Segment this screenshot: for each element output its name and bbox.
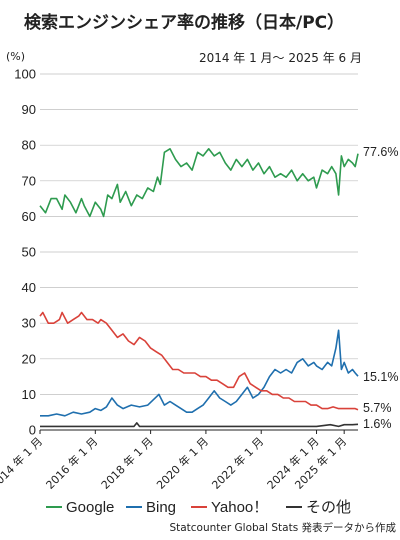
end-label-3: 1.6%	[363, 417, 392, 431]
legend: Google Bing Yahoo！ その他	[46, 499, 351, 516]
series-line-0	[39, 148, 359, 218]
y-tick-label-80: 80	[22, 138, 36, 153]
legend-label-2: Yahoo！	[211, 499, 268, 516]
legend-label-3: その他	[306, 499, 351, 516]
source-note: Statcounter Global Stats 発表データから作成	[169, 521, 396, 534]
end-label-0: 77.6%	[363, 145, 398, 159]
y-tick-label-0: 0	[29, 423, 36, 438]
series-line-1	[40, 329, 359, 417]
y-tick-label-100: 100	[14, 67, 36, 82]
end-label-2: 5.7%	[363, 401, 392, 415]
y-tick-label-50: 50	[22, 245, 36, 260]
gridlines	[40, 73, 358, 395]
chart-subtitle: 2014 年 1 月〜 2025 年 6 月	[199, 51, 362, 65]
y-axis-unit-label: (%)	[6, 50, 25, 63]
x-tick-label-1: 2016 年 1 月	[43, 434, 101, 492]
y-tick-label-40: 40	[22, 280, 36, 295]
series-line-3	[40, 422, 359, 428]
legend-label-0: Google	[66, 499, 114, 516]
x-tick-label-3: 2020 年 1 月	[153, 434, 211, 492]
y-tick-label-30: 30	[22, 316, 36, 331]
y-tick-label-20: 20	[22, 351, 36, 366]
y-tick-label-10: 10	[22, 387, 36, 402]
x-tick-label-4: 2022 年 1 月	[209, 434, 267, 492]
chart-title: 検索エンジンシェア率の推移（日本/PC）	[24, 12, 344, 33]
legend-label-1: Bing	[146, 499, 176, 516]
y-tick-label-90: 90	[22, 102, 36, 117]
series-line-2	[39, 311, 359, 411]
series-lines	[39, 148, 359, 428]
x-tick-label-2: 2018 年 1 月	[98, 434, 156, 492]
end-label-1: 15.1%	[363, 370, 398, 384]
y-tick-label-70: 70	[22, 173, 36, 188]
x-tick-label-0: 2014 年 1 月	[0, 434, 45, 492]
end-value-labels: 77.6% 15.1% 5.7% 1.6%	[363, 145, 398, 431]
y-axis-ticks: 0 10 20 30 40 50 60 70 80 90 100	[14, 67, 36, 438]
y-tick-label-60: 60	[22, 209, 36, 224]
